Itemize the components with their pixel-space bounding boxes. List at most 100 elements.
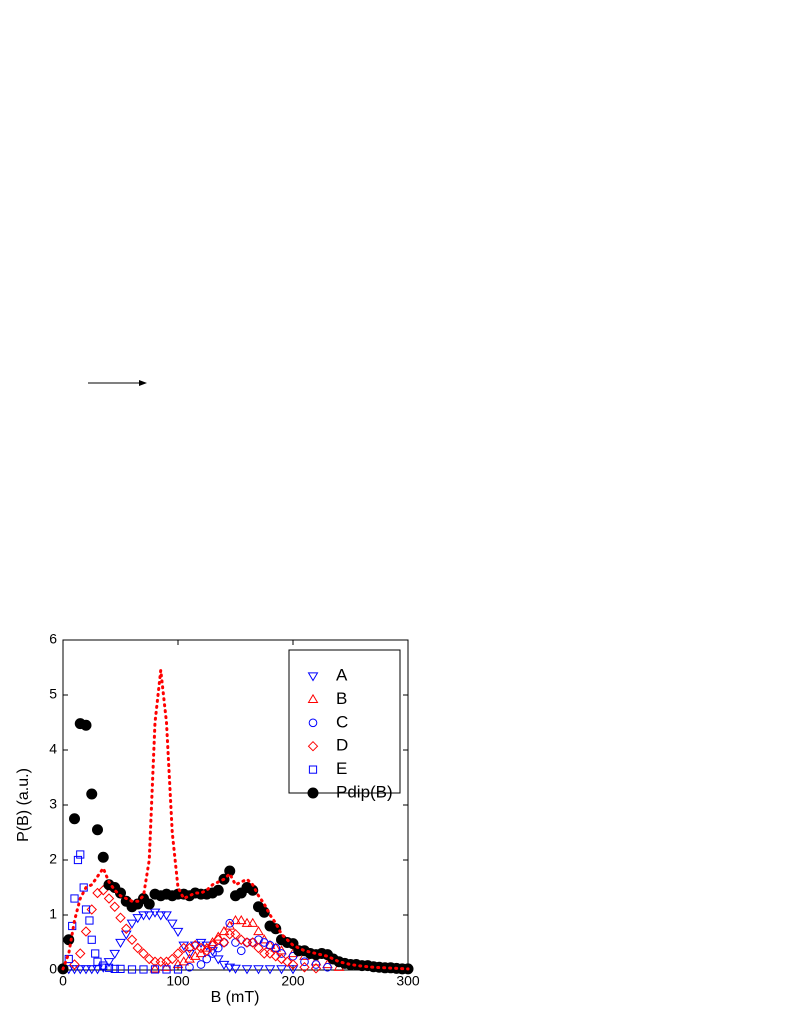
point (173, 965, 183, 974)
point (91, 949, 100, 958)
point (138, 911, 149, 921)
point (69, 813, 80, 825)
point (69, 965, 80, 975)
point (195, 942, 207, 954)
point (149, 963, 161, 973)
x-tick-label: 100 (166, 973, 190, 989)
point (132, 914, 144, 924)
point (236, 946, 246, 956)
point (253, 942, 264, 954)
point (121, 923, 132, 934)
point (231, 938, 240, 947)
point (104, 963, 114, 972)
legend-symbol (307, 672, 319, 682)
y-axis-label: P(B) (a.u.) (15, 768, 32, 842)
point (103, 893, 115, 904)
point (189, 941, 201, 951)
point (120, 930, 132, 940)
point (218, 926, 230, 936)
point (126, 934, 138, 945)
point (253, 965, 264, 975)
point (323, 962, 332, 972)
dotted-line (61, 670, 410, 971)
point (247, 917, 259, 927)
point (276, 953, 287, 965)
point (139, 965, 148, 974)
point (143, 911, 155, 921)
legend-label: A (336, 665, 348, 684)
y-tick-label: 3 (49, 796, 57, 812)
point (80, 719, 92, 731)
point (126, 919, 138, 929)
point (299, 962, 310, 973)
legend-symbol (308, 718, 318, 728)
point (184, 949, 195, 959)
point (185, 962, 194, 972)
point (207, 940, 218, 951)
point (225, 918, 235, 928)
point (270, 951, 281, 962)
point (76, 850, 85, 859)
point (162, 965, 171, 974)
point (109, 949, 121, 959)
point (287, 965, 299, 975)
point (253, 926, 264, 936)
point (196, 960, 206, 969)
y-tick-label: 5 (49, 686, 57, 702)
point (300, 957, 309, 967)
point (161, 911, 172, 921)
point (282, 956, 293, 967)
point (155, 911, 167, 921)
point (109, 901, 120, 912)
legend-symbol (307, 787, 319, 799)
point (190, 940, 201, 951)
point (264, 965, 276, 975)
legend-symbol (307, 693, 319, 704)
point (207, 937, 218, 947)
point (264, 948, 276, 959)
point (80, 926, 92, 937)
point (241, 965, 253, 975)
point (116, 964, 125, 973)
point (201, 945, 212, 956)
point (144, 953, 155, 965)
point (224, 865, 236, 877)
point (311, 960, 321, 969)
y-tick-label: 1 (49, 906, 57, 922)
point (287, 959, 299, 970)
point (241, 917, 253, 927)
point (230, 964, 241, 974)
point (92, 887, 103, 899)
x-tick-label: 0 (59, 973, 67, 989)
point (161, 956, 172, 967)
point (212, 884, 224, 896)
point (115, 938, 126, 948)
point (213, 934, 224, 945)
point (230, 915, 241, 925)
point (235, 915, 247, 925)
point (236, 934, 247, 945)
legend-box (288, 649, 401, 794)
point (86, 788, 98, 800)
point (132, 942, 143, 954)
point (310, 963, 322, 974)
y-tick-label: 6 (49, 631, 57, 647)
legend-label: Pdip(B) (336, 782, 393, 801)
point (86, 904, 97, 915)
point (247, 937, 258, 948)
point (224, 963, 236, 973)
point (64, 954, 73, 964)
point (212, 931, 224, 941)
legend-label: E (336, 759, 347, 778)
point (172, 927, 184, 937)
point (99, 961, 108, 970)
point (85, 916, 94, 925)
point (172, 948, 184, 959)
legend-label: B (336, 689, 347, 708)
point (92, 824, 103, 836)
point (138, 948, 149, 959)
point (212, 955, 224, 965)
y-tick-label: 4 (49, 741, 57, 757)
x-tick-label: 300 (396, 973, 420, 989)
point (166, 919, 178, 929)
